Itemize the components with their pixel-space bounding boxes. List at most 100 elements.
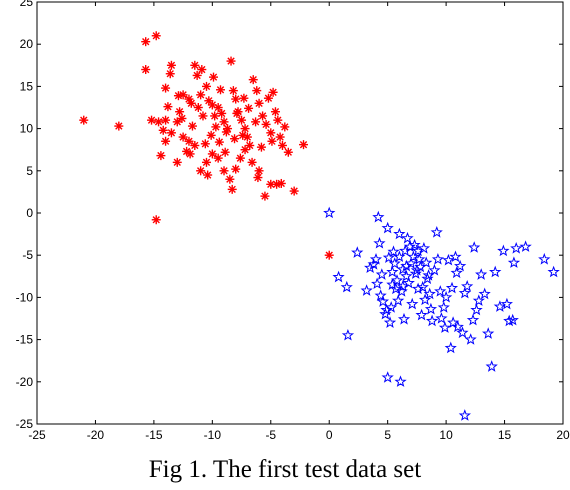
asterisk-point [201, 157, 211, 167]
asterisk-point [248, 75, 258, 85]
asterisk-point [256, 142, 266, 152]
asterisk-point [196, 90, 206, 100]
asterisk-point [237, 115, 247, 125]
asterisk-point [228, 86, 238, 96]
star-point [392, 294, 405, 306]
star-point [375, 268, 388, 280]
star-point [404, 257, 418, 269]
star-point [408, 238, 421, 251]
asterisk-point [211, 122, 221, 132]
asterisk-point [231, 94, 241, 104]
asterisk-point [266, 128, 276, 138]
star-point [451, 320, 464, 333]
star-point [445, 281, 459, 294]
asterisk-point [299, 140, 309, 150]
asterisk-point [260, 191, 270, 201]
star-point [397, 312, 411, 325]
asterisk-point [280, 122, 290, 132]
star-point [461, 279, 474, 292]
star-point [430, 225, 443, 238]
asterisk-point [207, 149, 217, 159]
asterisk-point [172, 117, 182, 127]
asterisk-point [219, 117, 229, 127]
asterisk-point [227, 184, 237, 194]
star-point [376, 295, 390, 307]
star-point [519, 240, 532, 252]
star-point [440, 290, 453, 303]
star-point [323, 206, 336, 219]
star-point [423, 287, 436, 300]
asterisk-point [209, 72, 219, 82]
star-point [340, 280, 353, 293]
star-point [418, 293, 432, 306]
star-point [458, 409, 471, 421]
y-tick-label: 0 [26, 206, 33, 220]
star-point [388, 257, 401, 269]
asterisk-point [161, 115, 171, 125]
x-tick-label: -5 [265, 428, 276, 442]
x-tick-label: 20 [556, 428, 570, 442]
star-point [466, 313, 480, 326]
asterisk-point [217, 108, 227, 118]
star-point [506, 313, 519, 326]
asterisk-point [261, 119, 271, 129]
asterisk-point [214, 137, 224, 147]
asterisk-point [163, 102, 173, 112]
asterisk-point [141, 37, 151, 47]
asterisk-point [221, 127, 231, 137]
asterisk-point [158, 125, 168, 135]
asterisk-point [239, 93, 249, 103]
asterisk-point [151, 215, 161, 225]
asterisk-point [266, 179, 276, 189]
star-point [493, 300, 506, 312]
y-tick-label: -15 [16, 333, 34, 347]
x-tick-label: 10 [439, 428, 453, 442]
star-point [399, 244, 412, 257]
data-marks [79, 31, 560, 421]
star-point [382, 251, 395, 263]
star-point [415, 308, 428, 321]
asterisk-point [277, 140, 287, 150]
star-point [422, 269, 435, 281]
asterisk-point [220, 147, 230, 157]
star-point [367, 258, 380, 270]
star-point [403, 240, 416, 252]
star-point [424, 302, 438, 315]
asterisk-point [238, 130, 248, 140]
asterisk-point [253, 173, 263, 183]
star-point [360, 284, 373, 296]
star-point [437, 301, 450, 313]
star-point [497, 244, 510, 257]
star-point [381, 371, 394, 383]
y-tick-label: 20 [20, 37, 34, 51]
asterisk-point [263, 93, 273, 103]
star-point [472, 294, 485, 306]
asterisk-point [172, 157, 182, 167]
asterisk-point [270, 107, 280, 117]
asterisk-point [254, 166, 264, 176]
star-point [482, 327, 495, 339]
star-point [400, 259, 413, 272]
asterisk-point [114, 121, 124, 131]
star-point [400, 269, 413, 282]
star-point [383, 316, 397, 328]
star-point [475, 268, 488, 280]
x-tick-label: 5 [384, 428, 391, 442]
asterisk-point [165, 69, 175, 79]
y-tick-label: 25 [20, 0, 34, 9]
asterisk-point [213, 103, 223, 112]
star-point [394, 375, 407, 387]
asterisk-point [289, 186, 299, 196]
star-point [385, 301, 398, 313]
asterisk-point [226, 56, 236, 66]
star-point [478, 287, 491, 300]
star-point [332, 270, 345, 283]
asterisk-point [166, 128, 176, 138]
asterisk-point [190, 60, 200, 70]
y-tick-label: -5 [22, 248, 33, 262]
asterisk-point [203, 170, 213, 180]
asterisk-point [79, 115, 89, 125]
asterisk-point [268, 87, 278, 97]
x-tick-label: 15 [498, 428, 512, 442]
asterisk-point [252, 86, 262, 96]
